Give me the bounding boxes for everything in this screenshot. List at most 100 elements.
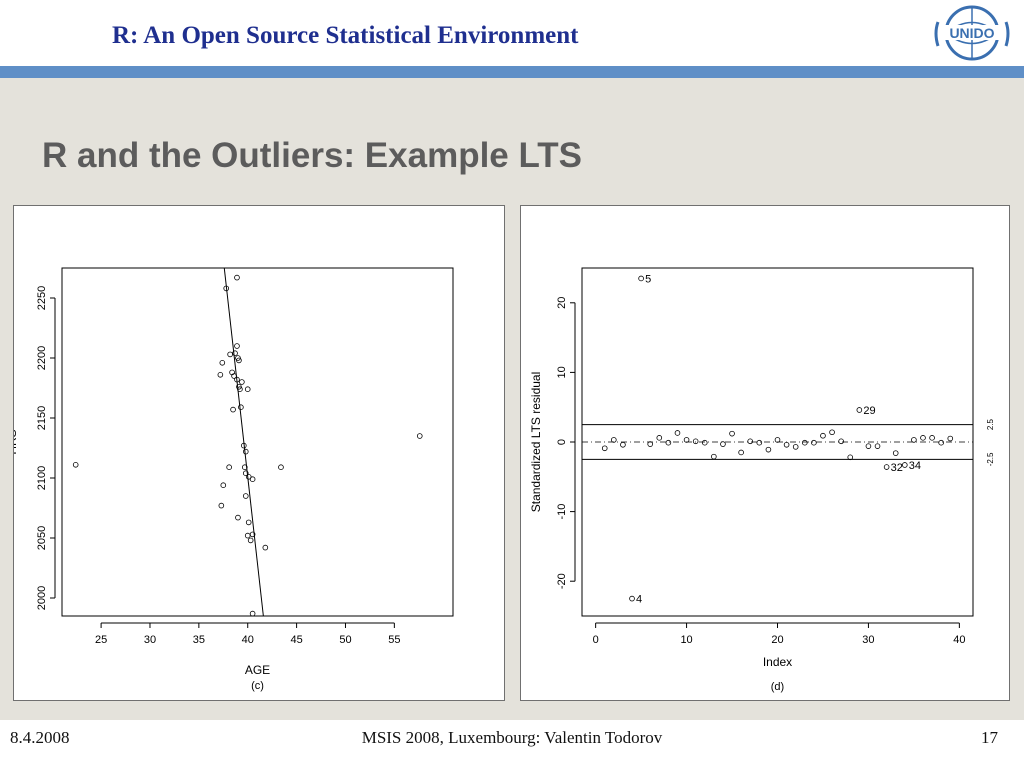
data-point — [247, 537, 254, 544]
x-tick-label: 55 — [388, 634, 400, 646]
data-point — [792, 444, 799, 450]
data-point — [217, 372, 224, 378]
data-point — [811, 439, 817, 446]
data-points — [72, 274, 423, 617]
x-tick-label: 40 — [242, 634, 254, 646]
data-point — [620, 441, 626, 448]
footer-date: 8.4.2008 — [10, 728, 70, 747]
cutoff-label: -2.5 — [986, 452, 995, 466]
y-axis-label: HRS — [14, 429, 19, 454]
data-point — [237, 386, 243, 393]
data-point — [701, 439, 708, 446]
data-point — [720, 441, 726, 447]
header-title: R: An Open Source Statistical Environmen… — [112, 22, 579, 49]
data-point — [235, 514, 241, 521]
data-point — [838, 438, 844, 445]
footer-center-text: MSIS 2008, Luxembourg: Valentin Todorov — [361, 728, 663, 747]
data-point — [747, 438, 754, 445]
data-point — [234, 274, 240, 281]
data-point — [856, 407, 863, 413]
data-point — [665, 439, 672, 446]
data-point — [249, 531, 256, 538]
data-point — [611, 437, 617, 443]
data-point — [801, 439, 808, 446]
data-point — [929, 435, 935, 441]
y-tick-label: 0 — [556, 439, 568, 445]
data-point — [892, 450, 899, 456]
scatter-plot-age-hrs: 25 30 35 40 45 50 55 2000 2050 2100 2150 2200 2250 AG… — [14, 267, 454, 692]
data-point — [245, 473, 252, 480]
x-tick-label: 30 — [144, 634, 156, 646]
y-tick-label: -20 — [556, 573, 568, 589]
data-point — [920, 435, 926, 441]
data-point — [223, 285, 230, 292]
data-point — [226, 464, 232, 471]
data-point — [72, 461, 79, 468]
x-axis-label: AGE — [245, 663, 270, 677]
data-point — [241, 442, 247, 449]
slide-footer: 8.4.2008 MSIS 2008, Luxembourg: Valentin… — [0, 720, 1024, 768]
x-tick-label: 45 — [290, 634, 302, 646]
data-point — [242, 448, 249, 455]
data-point — [232, 350, 238, 357]
point-labels: 5 29 32 34 4 — [636, 273, 921, 605]
data-point — [249, 610, 256, 617]
point-label: 29 — [863, 405, 875, 417]
cutoff-label: 2.5 — [986, 418, 995, 430]
data-point — [647, 441, 653, 447]
x-tick-label: 50 — [339, 634, 351, 646]
chart-caption: (d) — [771, 681, 784, 693]
point-label: 4 — [636, 594, 642, 606]
data-point — [629, 595, 635, 602]
y-tick-label: 2150 — [36, 406, 48, 430]
y-axis: 2000 2050 2100 2150 2200 2250 — [36, 286, 56, 610]
x-tick-label: 30 — [862, 634, 874, 646]
data-point — [874, 443, 881, 449]
data-point — [244, 386, 251, 393]
data-point — [765, 446, 772, 453]
x-tick-label: 35 — [193, 634, 205, 646]
plot-frame — [61, 267, 454, 617]
data-point — [262, 544, 269, 551]
chart-caption: (c) — [251, 680, 264, 692]
point-label: 34 — [909, 460, 921, 472]
data-point — [249, 476, 256, 483]
data-point — [911, 437, 917, 443]
x-tick-label: 40 — [953, 634, 965, 646]
data-point — [683, 437, 690, 443]
data-point — [829, 429, 835, 436]
data-point — [738, 449, 744, 456]
point-label: 32 — [891, 462, 903, 474]
data-point — [245, 519, 252, 526]
data-point — [241, 464, 248, 471]
data-point — [234, 376, 240, 383]
y-tick-label: 10 — [556, 366, 568, 378]
point-label: 5 — [645, 273, 651, 285]
data-point — [883, 464, 890, 470]
y-tick-label: 2200 — [36, 346, 48, 370]
page-number: 17 — [981, 728, 998, 747]
y-tick-label: -10 — [556, 504, 568, 520]
x-axis: 0 10 20 30 40 — [593, 622, 965, 646]
data-point — [656, 435, 663, 441]
data-point — [692, 438, 699, 445]
logo-text: UNIDO — [949, 25, 994, 41]
y-tick-label: 2100 — [36, 466, 48, 490]
x-tick-label: 25 — [95, 634, 107, 646]
data-point — [244, 532, 251, 539]
lts-residual-plot: 0 10 20 30 40 -20 -10 0 10 20 Index (d) Standardized… — [529, 267, 995, 693]
y-tick-label: 20 — [556, 297, 568, 309]
data-point — [774, 437, 781, 443]
data-point — [638, 275, 644, 282]
data-point — [242, 493, 249, 499]
data-point — [865, 443, 872, 449]
x-tick-label: 0 — [593, 634, 599, 646]
data-point — [219, 360, 226, 366]
data-point — [783, 441, 790, 448]
data-point — [820, 432, 826, 439]
y-tick-label: 2050 — [36, 526, 48, 550]
data-point — [234, 343, 240, 349]
data-point — [230, 406, 236, 413]
slide-title: R and the Outliers: Example LTS — [42, 136, 583, 175]
y-axis: -20 -10 0 10 20 — [556, 297, 576, 589]
